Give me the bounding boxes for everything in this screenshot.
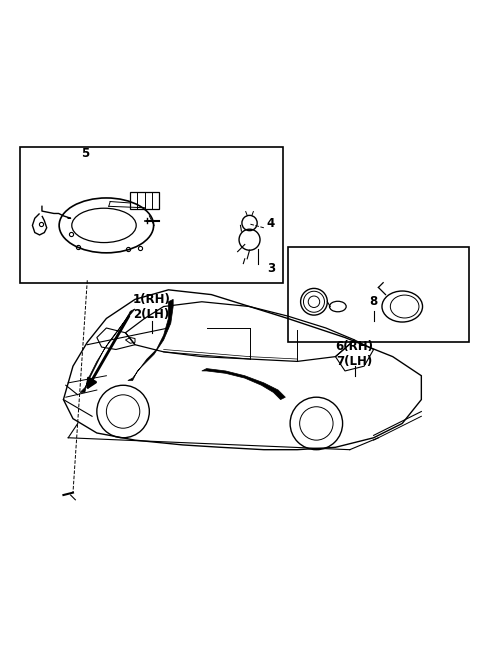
Text: 3: 3 xyxy=(267,262,275,275)
Text: 1(RH)
2(LH): 1(RH) 2(LH) xyxy=(133,293,171,321)
Bar xyxy=(21,147,283,283)
Text: 6(RH)
7(LH): 6(RH) 7(LH) xyxy=(336,340,373,368)
Bar xyxy=(130,192,159,209)
Polygon shape xyxy=(80,309,135,392)
Polygon shape xyxy=(202,369,285,400)
Text: 8: 8 xyxy=(370,295,378,308)
Polygon shape xyxy=(128,299,173,380)
Text: 4: 4 xyxy=(267,216,275,230)
Text: 5: 5 xyxy=(81,148,89,160)
Bar xyxy=(288,247,469,342)
